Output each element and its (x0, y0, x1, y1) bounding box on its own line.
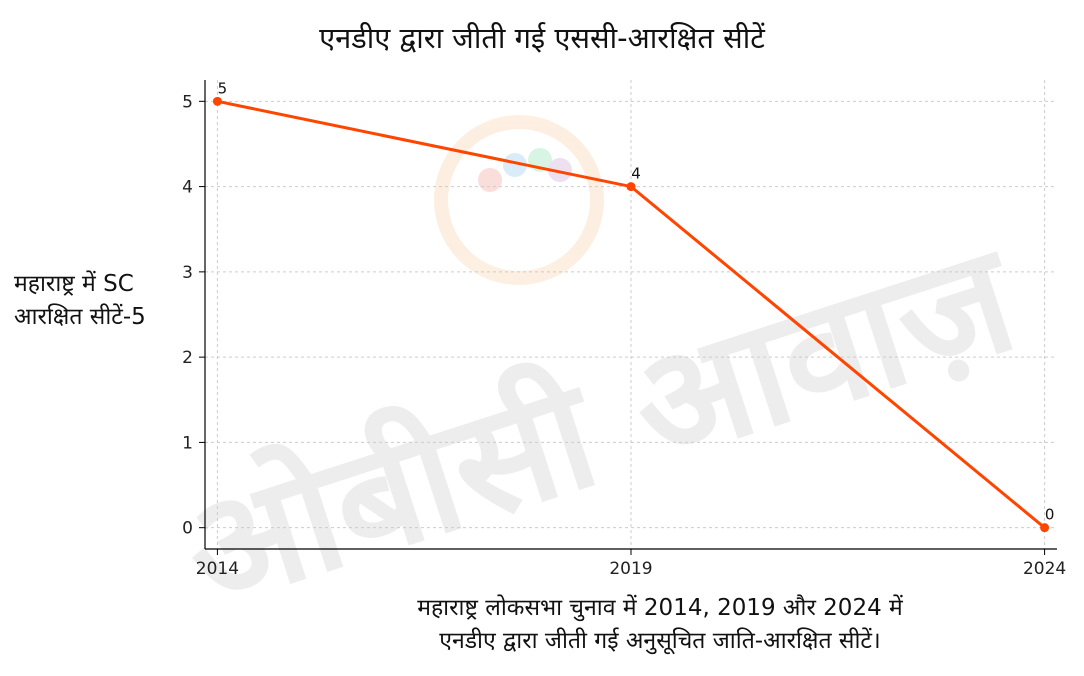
x-axis-label: महाराष्ट्र लोकसभा चुनाव में 2014, 2019 औ… (250, 592, 1070, 658)
y-tick-label: 4 (182, 178, 193, 198)
y-tick-label: 1 (182, 433, 193, 453)
x-tick-label: 2019 (609, 559, 652, 579)
y-axis-label: महाराष्ट्र में SC आरक्षित सीटें-5 (14, 268, 194, 334)
data-label: 0 (1045, 506, 1055, 524)
data-label: 5 (218, 79, 228, 97)
x-tick-label: 2024 (1023, 559, 1066, 579)
data-point (626, 182, 636, 192)
y-tick-label: 5 (182, 92, 193, 112)
y-tick-label: 2 (182, 348, 193, 368)
x-tick-label: 2014 (196, 559, 239, 579)
x-axis-label-line-2: एनडीए द्वारा जीती गई अनुसूचित जाति-आरक्ष… (439, 628, 881, 654)
data-point (1040, 523, 1050, 533)
x-axis-label-line-1: महाराष्ट्र लोकसभा चुनाव में 2014, 2019 औ… (417, 595, 903, 621)
data-point (212, 96, 222, 106)
chart-title: एनडीए द्वारा जीती गई एससी-आरक्षित सीटें (319, 21, 765, 55)
y-axis-label-line-1: महाराष्ट्र में SC (14, 271, 134, 297)
data-label: 4 (631, 165, 641, 183)
y-axis-label-line-2: आरक्षित सीटें-5 (14, 304, 146, 330)
y-tick-label: 3 (182, 263, 193, 283)
y-tick-label: 0 (182, 519, 193, 539)
